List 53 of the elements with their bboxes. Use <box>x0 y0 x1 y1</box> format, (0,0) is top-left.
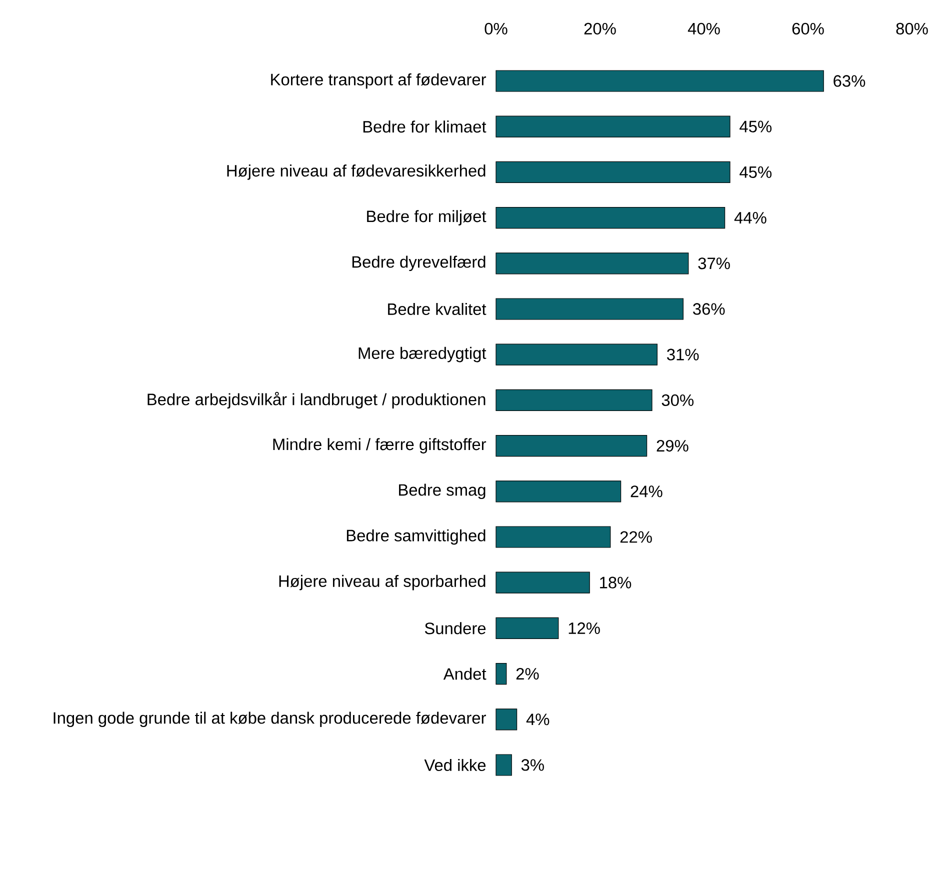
data-label: 63% <box>834 75 866 87</box>
y-tick-label: Sundere <box>424 622 486 634</box>
bar <box>496 252 689 274</box>
y-tick-label: Kortere transport af fødevarer <box>271 73 486 89</box>
x-tick-label: 40% <box>688 22 720 35</box>
data-label: 30% <box>662 394 694 406</box>
bar <box>496 434 648 457</box>
x-tick-label: 60% <box>792 22 824 35</box>
y-tick-label: Bedre dyrevelfærd <box>352 256 486 272</box>
bar <box>496 389 652 411</box>
bar <box>496 708 518 730</box>
y-tick-label: Bedre for miljøet <box>367 210 486 226</box>
y-tick-label: Bedre kvalitet <box>388 302 486 316</box>
y-tick-label: Højere niveau af sporbarhed <box>279 574 486 590</box>
bar <box>496 572 590 594</box>
data-label: 31% <box>667 348 699 360</box>
x-tick-label: 20% <box>584 22 616 35</box>
data-label: 29% <box>656 440 688 452</box>
bar <box>496 662 507 685</box>
bar <box>496 617 559 639</box>
data-label: 3% <box>521 759 544 771</box>
bar <box>496 526 611 548</box>
bar <box>496 206 726 229</box>
x-tick-label: 80% <box>896 22 928 35</box>
y-tick-label: Højere niveau af fødevaresikkerhed <box>227 164 486 180</box>
data-label: 18% <box>600 576 632 588</box>
bar <box>496 116 730 138</box>
y-tick-label: Bedre for klimaet <box>363 120 486 133</box>
bar <box>496 344 658 366</box>
y-tick-label: Mindre kemi / færre giftstoffer <box>273 438 486 454</box>
bar <box>496 298 684 320</box>
y-tick-label: Ved ikke <box>424 758 486 772</box>
y-tick-label: Bedre arbejdsvilkår i landbruget / produktionen <box>148 392 486 409</box>
data-label: 2% <box>516 668 539 680</box>
data-label: 45% <box>740 166 772 178</box>
y-tick-label: Bedre smag <box>399 484 486 500</box>
data-label: 37% <box>698 258 730 270</box>
data-label: 44% <box>734 212 766 224</box>
y-tick-label: Bedre samvittighed <box>346 529 486 545</box>
y-tick-label: Andet <box>443 668 486 680</box>
data-label: 22% <box>620 531 652 543</box>
data-label: 4% <box>526 714 550 726</box>
y-tick-label: Ingen gode grunde til at købe dansk producerede fødevarer <box>54 712 486 728</box>
data-label: 36% <box>693 303 725 315</box>
bar <box>496 70 824 92</box>
bar <box>496 161 730 183</box>
data-label: 12% <box>568 622 600 634</box>
bar <box>496 754 512 776</box>
data-label: 24% <box>630 486 662 498</box>
y-tick-label: Mere bæredygtigt <box>358 346 486 362</box>
bar <box>496 480 622 502</box>
data-label: 45% <box>740 120 772 132</box>
x-tick-label: 0% <box>484 22 508 35</box>
